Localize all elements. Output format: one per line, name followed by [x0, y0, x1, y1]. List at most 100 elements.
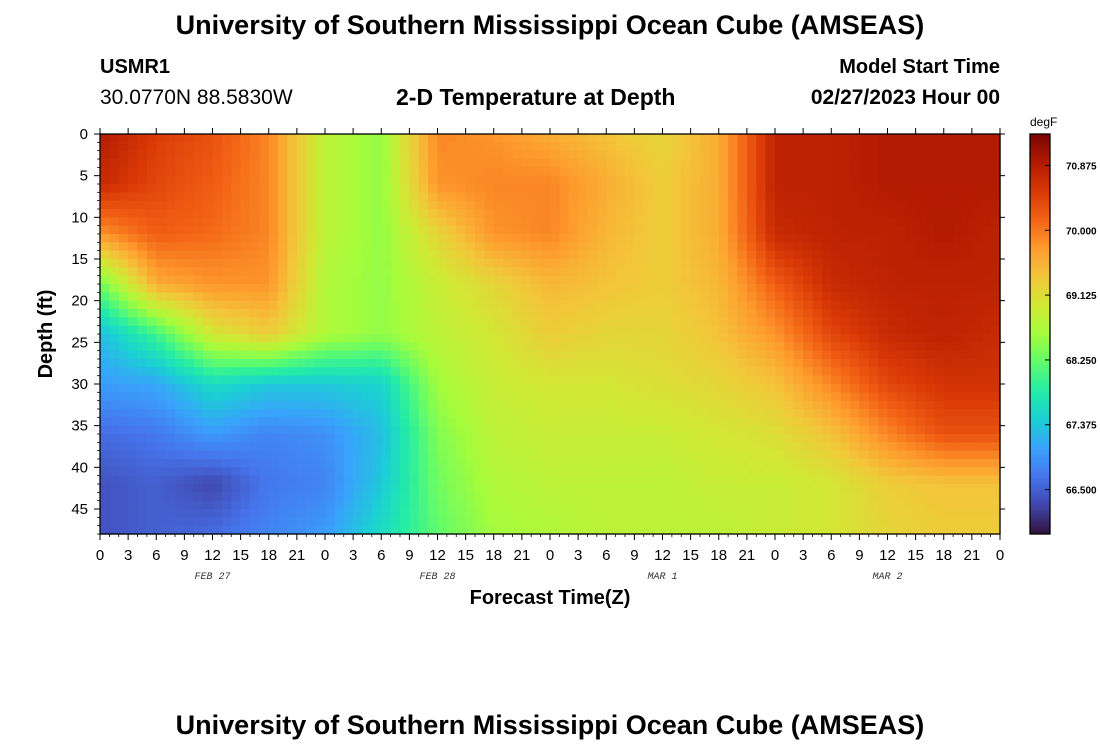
- heatmap-cell: [831, 417, 842, 427]
- heatmap-cell: [371, 342, 382, 352]
- heatmap-cell: [428, 150, 439, 160]
- heatmap-cell: [859, 492, 870, 502]
- heatmap-cell: [821, 425, 832, 435]
- heatmap-cell: [353, 317, 364, 327]
- heatmap-cell: [803, 284, 814, 293]
- heatmap-cell: [362, 200, 373, 210]
- heatmap-cell: [925, 167, 935, 177]
- heatmap-cell: [306, 425, 317, 435]
- heatmap-cell: [315, 300, 326, 310]
- heatmap-cell: [334, 209, 345, 218]
- heatmap-cell: [221, 242, 232, 252]
- heatmap-cell: [287, 409, 298, 418]
- heatmap-cell: [456, 142, 467, 152]
- heatmap-cell: [812, 384, 823, 393]
- heatmap-cell: [100, 425, 110, 435]
- heatmap-cell: [971, 134, 982, 143]
- heatmap-cell: [915, 200, 926, 210]
- heatmap-cell: [390, 275, 401, 285]
- heatmap-cell: [737, 209, 748, 218]
- heatmap-cell: [671, 300, 682, 310]
- heatmap-cell: [418, 525, 429, 535]
- heatmap-cell: [287, 450, 298, 460]
- heatmap-cell: [906, 417, 917, 427]
- heatmap-cell: [971, 525, 982, 535]
- heatmap-cell: [306, 450, 317, 460]
- heatmap-cell: [709, 392, 720, 402]
- heatmap-cell: [756, 409, 767, 418]
- heatmap-cell: [334, 192, 345, 202]
- heatmap-cell: [821, 375, 832, 385]
- heatmap-cell: [156, 375, 167, 385]
- heatmap-cell: [484, 350, 495, 360]
- heatmap-cell: [296, 500, 307, 510]
- heatmap-cell: [353, 209, 364, 218]
- heatmap-cell: [465, 192, 476, 202]
- heatmap-cell: [212, 425, 223, 435]
- heatmap-cell: [315, 275, 326, 285]
- heatmap-cell: [193, 442, 204, 452]
- heatmap-cell: [765, 184, 776, 193]
- heatmap-cell: [381, 292, 392, 302]
- heatmap-cell: [306, 184, 317, 193]
- heatmap-cell: [296, 350, 307, 360]
- heatmap-cell: [334, 234, 345, 243]
- heatmap-cell: [221, 484, 232, 493]
- heatmap-cell: [165, 334, 176, 343]
- heatmap-cell: [643, 250, 654, 260]
- heatmap-cell: [193, 509, 204, 518]
- heatmap-cell: [390, 484, 401, 493]
- heatmap-cell: [831, 242, 842, 252]
- heatmap-cell: [821, 334, 832, 343]
- heatmap-cell: [634, 175, 645, 185]
- heatmap-cell: [437, 159, 448, 168]
- heatmap-cell: [175, 209, 185, 218]
- heatmap-cell: [446, 492, 457, 502]
- heatmap-cell: [859, 342, 870, 352]
- heatmap-cell: [512, 425, 523, 435]
- heatmap-cell: [156, 367, 167, 377]
- heatmap-cell: [259, 500, 270, 510]
- heatmap-cell: [643, 400, 654, 410]
- heatmap-cell: [184, 217, 195, 227]
- heatmap-cell: [784, 367, 795, 377]
- heatmap-cell: [550, 275, 560, 285]
- heatmap-cell: [465, 509, 476, 518]
- heatmap-cell: [700, 442, 710, 452]
- heatmap-cell: [287, 284, 298, 293]
- heatmap-cell: [306, 300, 317, 310]
- heatmap-cell: [615, 175, 626, 185]
- heatmap-cell: [568, 392, 579, 402]
- heatmap-cell: [840, 467, 851, 477]
- heatmap-cell: [465, 184, 476, 193]
- heatmap-cell: [775, 325, 785, 335]
- heatmap-cell: [840, 209, 851, 218]
- heatmap-cell: [878, 242, 889, 252]
- heatmap-cell: [137, 209, 148, 218]
- heatmap-cell: [953, 359, 964, 368]
- heatmap-cell: [803, 517, 814, 527]
- heatmap-cell: [718, 392, 729, 402]
- heatmap-cell: [606, 450, 617, 460]
- heatmap-cell: [362, 209, 373, 218]
- heatmap-cell: [812, 309, 823, 318]
- heatmap-cell: [193, 492, 204, 502]
- heatmap-cell: [409, 342, 420, 352]
- heatmap-cell: [587, 484, 598, 493]
- heatmap-cell: [409, 184, 420, 193]
- heatmap-cell: [606, 167, 617, 177]
- heatmap-cell: [325, 442, 335, 452]
- heatmap-cell: [596, 400, 607, 410]
- heatmap-cell: [175, 350, 185, 360]
- heatmap-cell: [840, 159, 851, 168]
- heatmap-cell: [287, 342, 298, 352]
- heatmap-cell: [278, 359, 289, 368]
- heatmap-cell: [803, 350, 814, 360]
- heatmap-cell: [512, 267, 523, 277]
- heatmap-cell: [718, 509, 729, 518]
- heatmap-cell: [550, 192, 560, 202]
- heatmap-cell: [971, 242, 982, 252]
- heatmap-cell: [484, 500, 495, 510]
- heatmap-cell: [531, 234, 542, 243]
- heatmap-cell: [540, 492, 551, 502]
